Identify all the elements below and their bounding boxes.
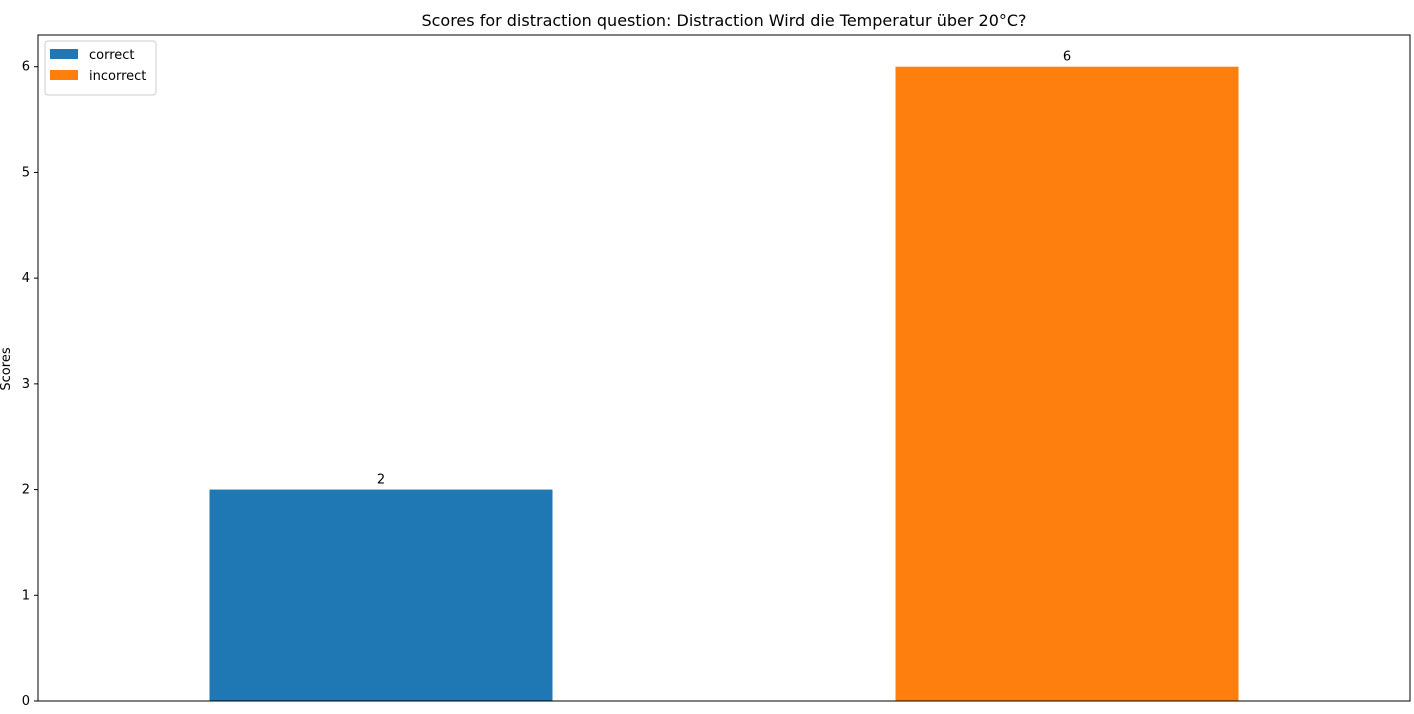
y-tick-label: 4 bbox=[22, 271, 30, 286]
data-label-incorrect: 6 bbox=[1063, 50, 1071, 65]
legend-swatch-incorrect bbox=[50, 70, 78, 80]
legend-label-incorrect: incorrect bbox=[89, 69, 146, 84]
chart-title: Scores for distraction question: Distrac… bbox=[421, 11, 1026, 30]
plot-area: 2 6 0 1 2 3 4 5 6 bbox=[22, 34, 1411, 709]
y-axis-label: Scores bbox=[0, 347, 14, 390]
y-tick-label: 1 bbox=[22, 588, 30, 603]
y-tick-label: 3 bbox=[22, 377, 30, 392]
legend-label-correct: correct bbox=[89, 48, 135, 63]
y-tick-label: 5 bbox=[22, 165, 30, 180]
legend-swatch-correct bbox=[50, 49, 78, 59]
data-label-correct: 2 bbox=[377, 473, 385, 488]
legend: correct incorrect bbox=[44, 40, 157, 96]
bar-correct bbox=[209, 489, 553, 701]
bar-incorrect bbox=[895, 66, 1239, 701]
y-tick-label: 0 bbox=[22, 694, 30, 709]
axes-frame bbox=[37, 34, 1411, 702]
y-tick-label: 2 bbox=[22, 483, 30, 498]
y-tick-label: 6 bbox=[22, 60, 30, 75]
